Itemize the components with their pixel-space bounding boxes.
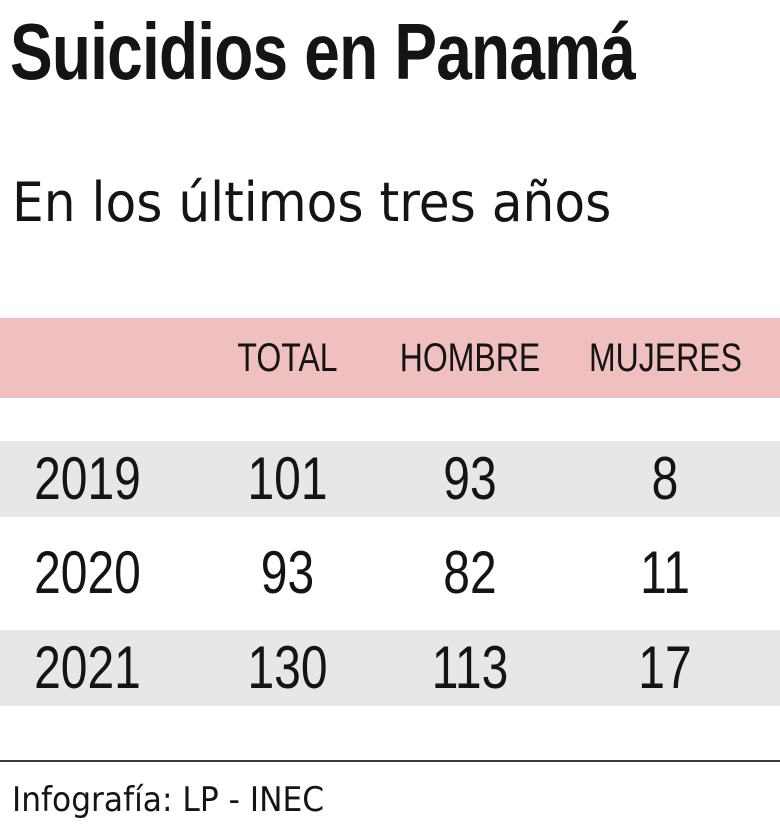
row-total: 93 (260, 539, 315, 606)
row-mujeres: 8 (651, 445, 679, 512)
table-row: 2019 101 93 8 (0, 441, 780, 517)
header-mujeres: MUJERES (589, 336, 742, 380)
row-mujeres: 17 (638, 634, 692, 701)
row-year: 2020 (34, 539, 141, 606)
table-row: 2020 93 82 11 (0, 535, 780, 611)
row-year: 2019 (34, 445, 141, 512)
table-row: 2021 130 113 17 (0, 630, 780, 706)
row-total: 130 (247, 634, 328, 701)
row-hombre: 82 (443, 539, 497, 606)
header-total: TOTAL (237, 336, 338, 380)
source-credit: Infografía: LP - INEC (12, 780, 325, 820)
table-header: TOTAL HOMBRE MUJERES (0, 318, 780, 398)
row-mujeres: 11 (640, 539, 690, 606)
chart-subtitle: En los últimos tres años (12, 171, 612, 234)
chart-title: Suicidios en Panamá (10, 7, 636, 96)
row-hombre: 113 (431, 634, 509, 701)
row-hombre: 93 (443, 445, 497, 512)
footer-divider (0, 760, 780, 762)
header-hombre: HOMBRE (399, 336, 541, 380)
row-year: 2021 (34, 634, 141, 701)
row-total: 101 (247, 445, 328, 512)
